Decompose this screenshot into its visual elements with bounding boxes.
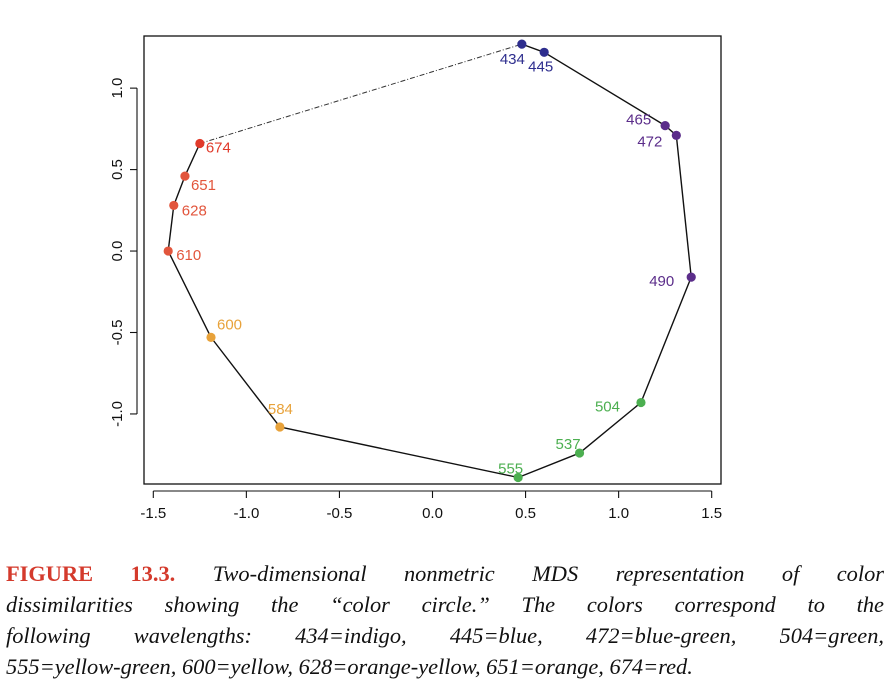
- y-tick-label: 1.0: [109, 78, 126, 99]
- dashed-closing-line: [199, 43, 522, 144]
- caption-line-1: FIGURE 13.3. Two-dimensional nonmetric M…: [6, 558, 884, 589]
- figure-label: FIGURE 13.3.: [6, 561, 176, 586]
- plot-frame: [143, 35, 722, 485]
- data-point-434: [517, 39, 527, 49]
- caption-text-1: Two-dimensional nonmetric MDS representa…: [212, 561, 884, 586]
- data-label-584: 584: [268, 401, 293, 418]
- x-tick-label: 1.0: [608, 505, 629, 522]
- figure-caption: FIGURE 13.3. Two-dimensional nonmetric M…: [6, 558, 884, 682]
- data-label-610: 610: [176, 247, 201, 264]
- data-point-472: [671, 130, 681, 140]
- x-tick-label: -0.5: [327, 505, 353, 522]
- caption-line-4: 555=yellow-green, 600=yellow, 628=orange…: [6, 654, 693, 679]
- data-label-628: 628: [182, 202, 207, 219]
- mds-color-circle-chart: -1.5 -1.0 -0.5 0.0 0.5 1.0 1.5 -1.0 -0.5 0.0 0.5 1.…: [109, 35, 722, 522]
- caption-line-2: dissimilarities showing the “color circl…: [6, 592, 884, 617]
- x-tick-label: 0.0: [422, 505, 443, 522]
- data-label-465: 465: [626, 112, 651, 129]
- data-label-504: 504: [595, 399, 620, 416]
- data-point-628: [169, 200, 179, 211]
- data-labels: 434 445 465 472 490 504 537 555 584 600 610 628 651 6…: [176, 51, 674, 477]
- data-label-555: 555: [498, 460, 523, 477]
- data-point-465: [660, 121, 670, 131]
- y-tick-label: 0.0: [109, 241, 126, 262]
- data-point-584: [275, 422, 285, 432]
- data-point-537: [574, 448, 585, 458]
- data-label-472: 472: [637, 133, 662, 150]
- data-point-445: [539, 47, 549, 57]
- data-point-555: [513, 472, 523, 483]
- x-tick-label: -1.0: [233, 505, 259, 522]
- data-point-504: [636, 397, 646, 408]
- data-point-600: [206, 332, 216, 342]
- data-points: [163, 39, 696, 483]
- y-tick-label: 0.5: [109, 159, 126, 180]
- data-label-674: 674: [206, 140, 231, 157]
- data-point-674: [195, 138, 205, 149]
- y-tick-label: -0.5: [109, 320, 126, 346]
- data-label-445: 445: [528, 58, 553, 75]
- caption-line-3: following wavelengths: 434=indigo, 445=b…: [6, 623, 884, 648]
- x-tick-label: -1.5: [140, 505, 166, 522]
- data-point-651: [180, 171, 190, 181]
- x-tick-label: 0.5: [515, 505, 536, 522]
- data-label-651: 651: [191, 177, 216, 194]
- data-point-490: [686, 272, 696, 282]
- data-label-537: 537: [556, 436, 581, 453]
- x-tick-label: 1.5: [701, 505, 722, 522]
- axes: -1.5 -1.0 -0.5 0.0 0.5 1.0 1.5 -1.0 -0.5 0.0 0.5 1.…: [109, 78, 722, 522]
- data-label-434: 434: [500, 51, 525, 68]
- data-point-610: [163, 246, 173, 256]
- data-label-600: 600: [217, 316, 242, 333]
- y-tick-label: -1.0: [109, 401, 126, 427]
- data-label-490: 490: [649, 273, 674, 290]
